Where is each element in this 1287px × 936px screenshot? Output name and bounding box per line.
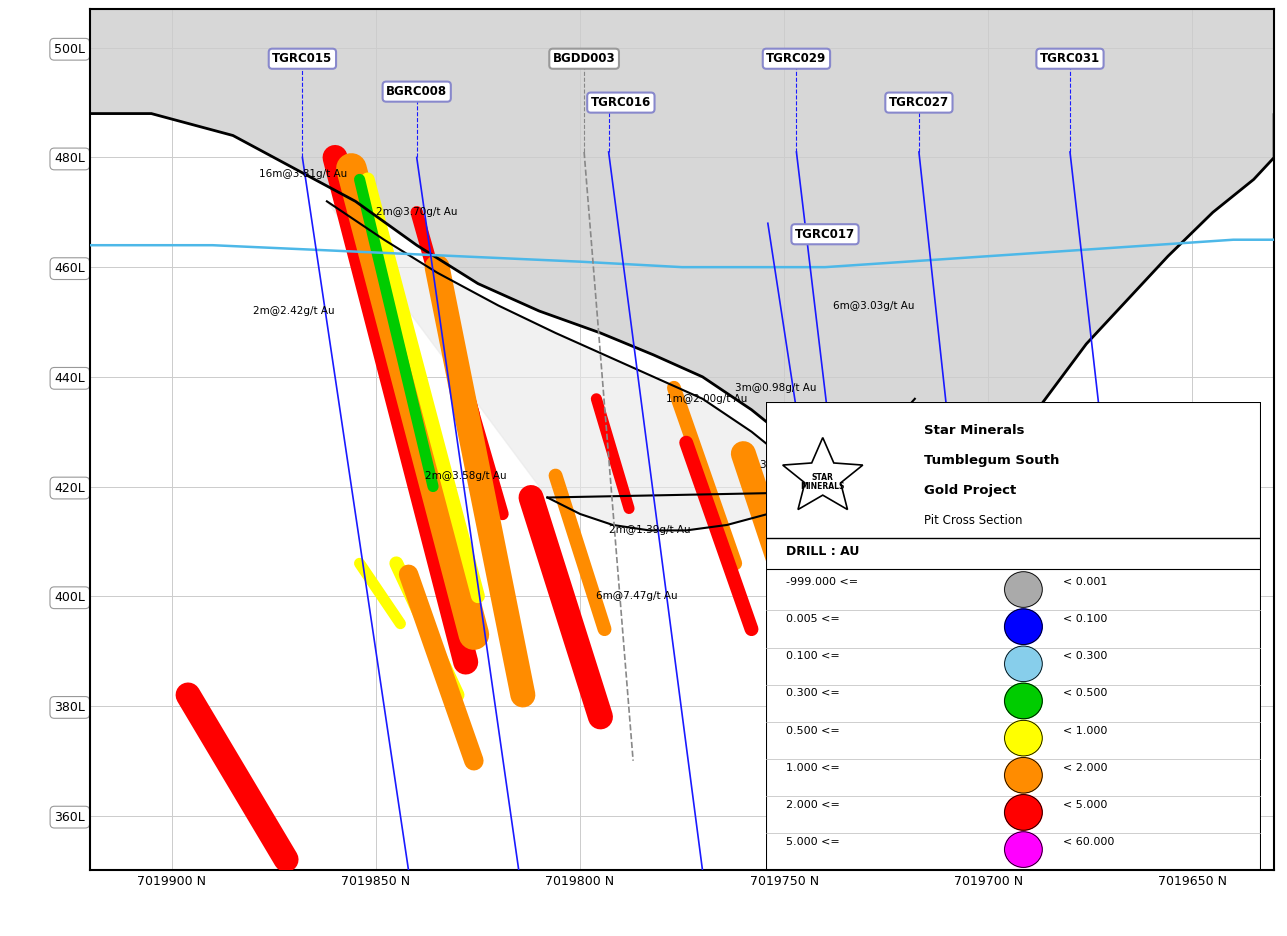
Text: 1m@1.89g/t Au: 1m@1.89g/t Au xyxy=(866,548,947,557)
Text: 1.000 <=: 1.000 <= xyxy=(785,763,839,773)
Text: < 0.500: < 0.500 xyxy=(1063,689,1107,698)
Text: 0.005 <=: 0.005 <= xyxy=(785,614,839,624)
Text: 2.000 <=: 2.000 <= xyxy=(785,800,839,810)
Circle shape xyxy=(1005,646,1042,681)
Circle shape xyxy=(1005,683,1042,719)
Text: TGRC031: TGRC031 xyxy=(1040,52,1100,66)
Text: 0.300 <=: 0.300 <= xyxy=(785,689,839,698)
Text: TGRC027: TGRC027 xyxy=(889,96,949,110)
Text: BGRC008: BGRC008 xyxy=(386,85,448,98)
Text: Tumblegum South: Tumblegum South xyxy=(924,454,1059,467)
Text: < 5.000: < 5.000 xyxy=(1063,800,1107,810)
Text: < 0.100: < 0.100 xyxy=(1063,614,1107,624)
Text: -999.000 <=: -999.000 <= xyxy=(785,577,857,587)
Text: Gold Project: Gold Project xyxy=(924,484,1017,497)
Circle shape xyxy=(1005,721,1042,756)
Polygon shape xyxy=(90,9,1274,531)
Polygon shape xyxy=(782,437,862,509)
Text: 6m@3.03g/t Au: 6m@3.03g/t Au xyxy=(833,300,915,311)
Text: STAR
MINERALS: STAR MINERALS xyxy=(801,473,846,491)
Text: < 2.000: < 2.000 xyxy=(1063,763,1108,773)
Text: Star Minerals: Star Minerals xyxy=(924,423,1024,436)
Text: 16m@3.81g/t Au: 16m@3.81g/t Au xyxy=(259,168,347,179)
Text: TGRC016: TGRC016 xyxy=(591,96,651,110)
Text: 2m@5.33g/t Au: 2m@5.33g/t Au xyxy=(813,460,894,470)
Text: < 1.000: < 1.000 xyxy=(1063,725,1107,736)
Circle shape xyxy=(1005,832,1042,868)
Text: < 0.001: < 0.001 xyxy=(1063,577,1107,587)
Text: Pit Cross Section: Pit Cross Section xyxy=(924,514,1023,527)
Text: BGDD003: BGDD003 xyxy=(553,52,615,66)
Text: TGRC029: TGRC029 xyxy=(766,52,826,66)
Polygon shape xyxy=(327,201,825,531)
Text: 3m@0.98g/t Au: 3m@0.98g/t Au xyxy=(735,383,817,393)
Circle shape xyxy=(1005,757,1042,793)
Text: < 60.000: < 60.000 xyxy=(1063,837,1115,847)
Text: 2m@1.39g/t Au: 2m@1.39g/t Au xyxy=(609,525,690,535)
Text: 2m@3.58g/t Au: 2m@3.58g/t Au xyxy=(425,471,507,480)
Text: TGRC017: TGRC017 xyxy=(795,227,855,241)
Circle shape xyxy=(1005,795,1042,830)
Text: 2m@2.42g/t Au: 2m@2.42g/t Au xyxy=(254,306,335,316)
Circle shape xyxy=(1005,572,1042,607)
Text: 0.500 <=: 0.500 <= xyxy=(785,725,839,736)
Text: 0.100 <=: 0.100 <= xyxy=(785,651,839,662)
Text: 6m@7.47g/t Au: 6m@7.47g/t Au xyxy=(596,592,678,601)
Text: 5.000 <=: 5.000 <= xyxy=(785,837,839,847)
Text: 3m@2.77g/t Au: 3m@2.77g/t Au xyxy=(759,460,842,470)
Text: < 0.300: < 0.300 xyxy=(1063,651,1107,662)
Circle shape xyxy=(1005,609,1042,645)
Text: DRILL : AU: DRILL : AU xyxy=(785,545,858,558)
Text: TGRC015: TGRC015 xyxy=(273,52,332,66)
Text: 1m@2.00g/t Au: 1m@2.00g/t Au xyxy=(665,394,748,403)
Text: 2m@3.70g/t Au: 2m@3.70g/t Au xyxy=(376,207,458,217)
FancyBboxPatch shape xyxy=(766,402,1261,870)
